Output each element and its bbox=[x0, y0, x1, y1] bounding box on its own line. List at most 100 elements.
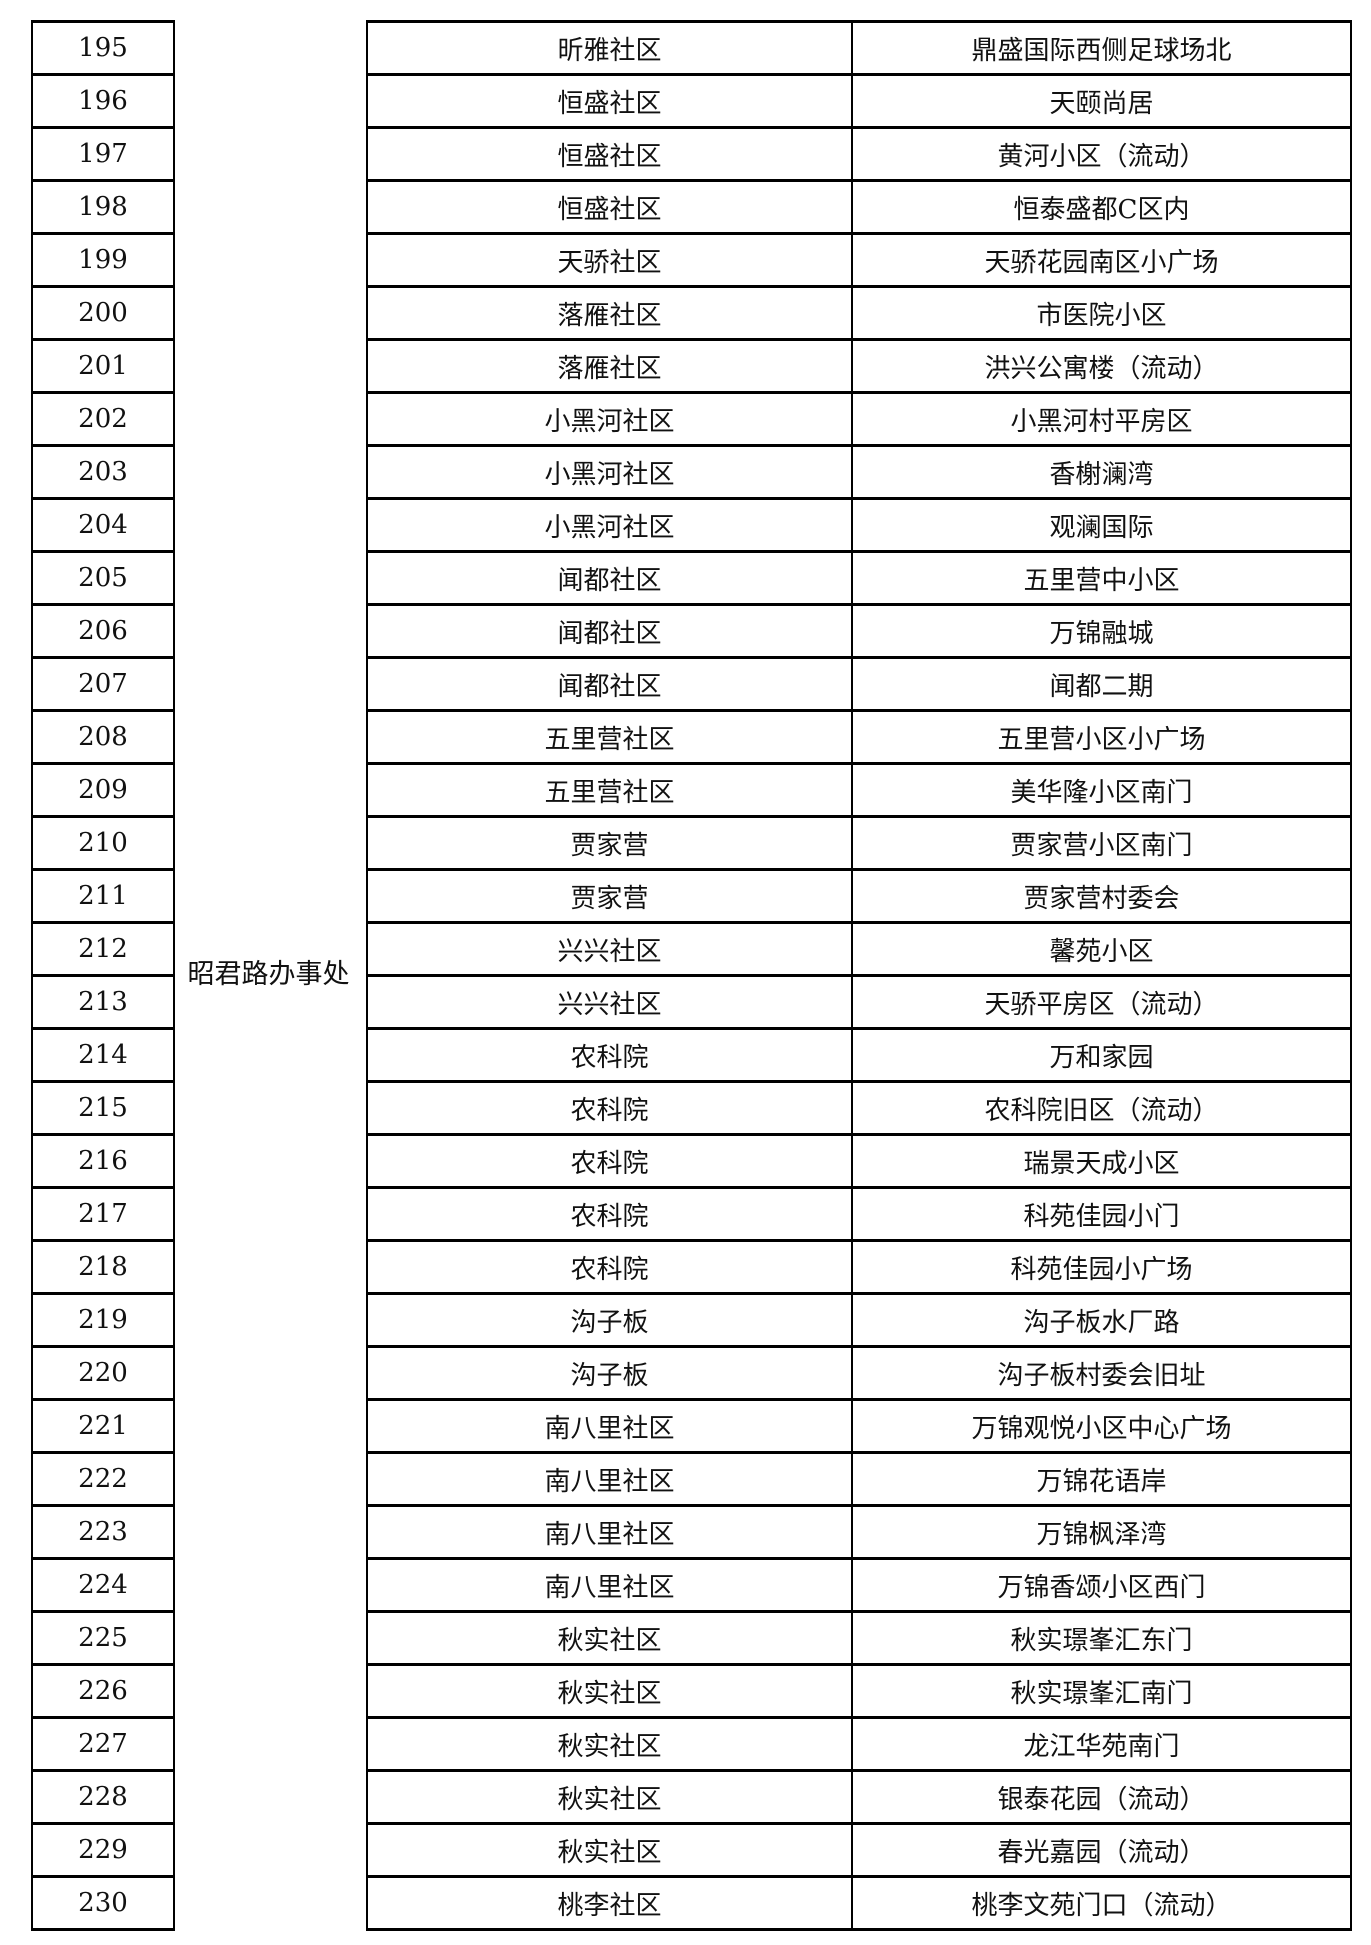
location-cell: 科苑佳园小广场 bbox=[1010, 1254, 1193, 1285]
location-cell: 香榭澜湾 bbox=[1049, 459, 1154, 490]
row-number: 205 bbox=[33, 550, 173, 603]
location-cell: 瑞景天成小区 bbox=[1023, 1148, 1180, 1179]
row-number: 230 bbox=[33, 1875, 173, 1931]
community-cell: 落雁社区 bbox=[368, 288, 853, 338]
table-row: 农科院 万和家园 bbox=[368, 1027, 1350, 1080]
community-cell: 秋实社区 bbox=[368, 1719, 853, 1769]
table-row: 恒盛社区 天颐尚居 bbox=[368, 73, 1350, 126]
row-number: 200 bbox=[33, 285, 173, 338]
table-row: 落雁社区 洪兴公寓楼（流动） bbox=[368, 338, 1350, 391]
community-cell: 秋实社区 bbox=[368, 1825, 853, 1875]
row-number: 219 bbox=[33, 1292, 173, 1345]
table-row: 秋实社区 银泰花园（流动） bbox=[368, 1769, 1350, 1822]
table-row: 小黑河社区 小黑河村平房区 bbox=[368, 391, 1350, 444]
row-number: 223 bbox=[33, 1504, 173, 1557]
table-row: 沟子板 沟子板水厂路 bbox=[368, 1292, 1350, 1345]
community-cell: 恒盛社区 bbox=[368, 182, 853, 232]
location-cell: 万锦花语岸 bbox=[1036, 1466, 1167, 1497]
table-row: 落雁社区 市医院小区 bbox=[368, 285, 1350, 338]
community-cell: 闻都社区 bbox=[368, 606, 853, 656]
row-number: 199 bbox=[33, 232, 173, 285]
table-row: 秋实社区 春光嘉园（流动） bbox=[368, 1822, 1350, 1875]
table-row: 恒盛社区 恒泰盛都C区内 bbox=[368, 179, 1350, 232]
table-row: 闻都社区 五里营中小区 bbox=[368, 550, 1350, 603]
table-row: 南八里社区 万锦观悦小区中心广场 bbox=[368, 1398, 1350, 1451]
row-number: 203 bbox=[33, 444, 173, 497]
location-cell: 天骄花园南区小广场 bbox=[984, 247, 1219, 278]
row-number: 209 bbox=[33, 762, 173, 815]
location-cell: 鼎盛国际西侧足球场北 bbox=[971, 35, 1232, 66]
location-cell: 馨苑小区 bbox=[1049, 936, 1154, 967]
location-cell: 万锦观悦小区中心广场 bbox=[971, 1413, 1232, 1444]
table-row: 秋实社区 秋实璟峯汇东门 bbox=[368, 1610, 1350, 1663]
location-cell: 沟子板村委会旧址 bbox=[997, 1360, 1206, 1391]
table-row: 南八里社区 万锦枫泽湾 bbox=[368, 1504, 1350, 1557]
community-cell: 闻都社区 bbox=[368, 659, 853, 709]
location-cell: 市医院小区 bbox=[1036, 300, 1167, 331]
row-number: 213 bbox=[33, 974, 173, 1027]
location-cell: 天骄平房区（流动） bbox=[984, 989, 1219, 1020]
row-number: 208 bbox=[33, 709, 173, 762]
row-number: 226 bbox=[33, 1663, 173, 1716]
table-row: 闻都社区 闻都二期 bbox=[368, 656, 1350, 709]
office-label: 昭君路办事处 bbox=[187, 959, 350, 990]
row-number: 218 bbox=[33, 1239, 173, 1292]
table-row: 农科院 科苑佳园小门 bbox=[368, 1186, 1350, 1239]
location-cell: 春光嘉园（流动） bbox=[997, 1837, 1206, 1868]
row-number: 227 bbox=[33, 1716, 173, 1769]
table-row: 恒盛社区 黄河小区（流动） bbox=[368, 126, 1350, 179]
row-number: 201 bbox=[33, 338, 173, 391]
location-cell: 银泰花园（流动） bbox=[997, 1784, 1206, 1815]
table-row: 农科院 瑞景天成小区 bbox=[368, 1133, 1350, 1186]
row-number: 207 bbox=[33, 656, 173, 709]
location-cell: 闻都二期 bbox=[1049, 671, 1154, 702]
row-number: 221 bbox=[33, 1398, 173, 1451]
community-location-table: 昕雅社区 鼎盛国际西侧足球场北 恒盛社区 天颐尚居 恒盛社区 黄河小区（流动） 恒盛社区 恒泰… bbox=[366, 20, 1352, 1931]
community-cell: 农科院 bbox=[368, 1242, 853, 1292]
table-row: 南八里社区 万锦香颂小区西门 bbox=[368, 1557, 1350, 1610]
community-cell: 秋实社区 bbox=[368, 1666, 853, 1716]
table-row: 兴兴社区 馨苑小区 bbox=[368, 921, 1350, 974]
location-cell: 万锦枫泽湾 bbox=[1036, 1519, 1167, 1550]
row-number: 214 bbox=[33, 1027, 173, 1080]
location-cell: 天颐尚居 bbox=[1049, 88, 1154, 119]
community-cell: 农科院 bbox=[368, 1083, 853, 1133]
location-cell: 美华隆小区南门 bbox=[1010, 777, 1193, 808]
location-cell: 秋实璟峯汇南门 bbox=[1010, 1678, 1193, 1709]
number-column: 195 196 197 198 199 200 201 202 203 204 205 206 207 2… bbox=[31, 20, 175, 1931]
table-row: 南八里社区 万锦花语岸 bbox=[368, 1451, 1350, 1504]
location-cell: 农科院旧区（流动） bbox=[984, 1095, 1219, 1126]
location-cell: 贾家营村委会 bbox=[1023, 883, 1180, 914]
table-row: 闻都社区 万锦融城 bbox=[368, 603, 1350, 656]
table-row: 沟子板 沟子板村委会旧址 bbox=[368, 1345, 1350, 1398]
row-number: 224 bbox=[33, 1557, 173, 1610]
community-cell: 南八里社区 bbox=[368, 1454, 853, 1504]
community-cell: 天骄社区 bbox=[368, 235, 853, 285]
row-number: 197 bbox=[33, 126, 173, 179]
table-row: 五里营社区 五里营小区小广场 bbox=[368, 709, 1350, 762]
table-row: 秋实社区 秋实璟峯汇南门 bbox=[368, 1663, 1350, 1716]
community-cell: 昕雅社区 bbox=[368, 23, 853, 73]
community-cell: 兴兴社区 bbox=[368, 977, 853, 1027]
location-cell: 洪兴公寓楼（流动） bbox=[984, 353, 1219, 384]
location-cell: 万锦融城 bbox=[1049, 618, 1154, 649]
location-cell: 万和家园 bbox=[1049, 1042, 1154, 1073]
table-row: 昕雅社区 鼎盛国际西侧足球场北 bbox=[368, 20, 1350, 73]
row-number: 229 bbox=[33, 1822, 173, 1875]
location-cell: 小黑河村平房区 bbox=[1010, 406, 1193, 437]
community-cell: 沟子板 bbox=[368, 1348, 853, 1398]
table-row: 农科院 农科院旧区（流动） bbox=[368, 1080, 1350, 1133]
row-number: 217 bbox=[33, 1186, 173, 1239]
row-number: 228 bbox=[33, 1769, 173, 1822]
community-cell: 小黑河社区 bbox=[368, 447, 853, 497]
location-cell: 黄河小区（流动） bbox=[997, 141, 1206, 172]
community-cell: 恒盛社区 bbox=[368, 76, 853, 126]
location-cell: 秋实璟峯汇东门 bbox=[1010, 1625, 1193, 1656]
row-number: 211 bbox=[33, 868, 173, 921]
table-row: 小黑河社区 香榭澜湾 bbox=[368, 444, 1350, 497]
community-cell: 秋实社区 bbox=[368, 1772, 853, 1822]
row-number: 202 bbox=[33, 391, 173, 444]
location-cell: 万锦香颂小区西门 bbox=[997, 1572, 1206, 1603]
community-cell: 兴兴社区 bbox=[368, 924, 853, 974]
community-cell: 秋实社区 bbox=[368, 1613, 853, 1663]
